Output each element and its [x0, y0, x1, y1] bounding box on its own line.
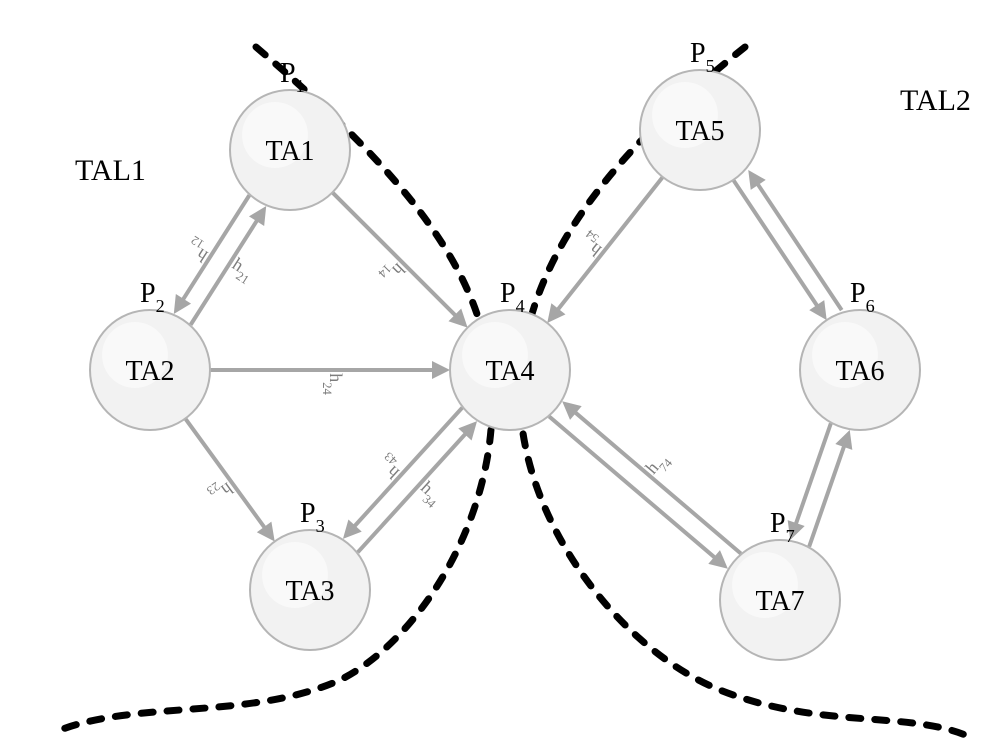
region-label: TAL2	[900, 84, 971, 117]
node-label: TA3	[285, 576, 334, 607]
edge-label: h74	[641, 448, 675, 482]
edge-arrowhead	[748, 170, 765, 190]
node-label: TA4	[485, 356, 534, 387]
edge	[754, 179, 841, 310]
edge	[809, 440, 846, 546]
edge	[570, 408, 740, 553]
node-label: TA2	[125, 356, 174, 387]
node-label: TA5	[675, 116, 724, 147]
edge-label: h43	[373, 449, 406, 483]
node-label: TA6	[835, 356, 884, 387]
edge-arrowhead	[257, 522, 275, 542]
edge	[350, 408, 462, 531]
edge	[358, 429, 470, 552]
node-label: TA7	[755, 586, 804, 617]
diagram-canvas: h21h12h14h24h23h43h34h54h74TA1TA2TA3TA4T…	[0, 0, 1000, 755]
edge-label: h14	[375, 255, 409, 289]
edge-label: h54	[575, 226, 609, 260]
nodes-layer: TA1 TA2 TA3 TA4 TA5 TA6 TA7	[90, 70, 920, 660]
edge	[549, 417, 719, 562]
edge-arrowhead	[809, 300, 826, 320]
edge-label: h24	[320, 373, 346, 395]
region-label: TAL1	[75, 154, 146, 187]
edge-arrowhead	[835, 430, 852, 450]
edge-arrowhead	[432, 361, 450, 379]
edge	[332, 192, 460, 320]
edge-label: h34	[413, 477, 447, 511]
edge	[733, 180, 820, 311]
edge	[794, 423, 831, 529]
node-label: TA1	[265, 136, 314, 167]
edge	[185, 419, 268, 533]
edge	[554, 177, 663, 314]
edge-label: h23	[204, 474, 237, 508]
